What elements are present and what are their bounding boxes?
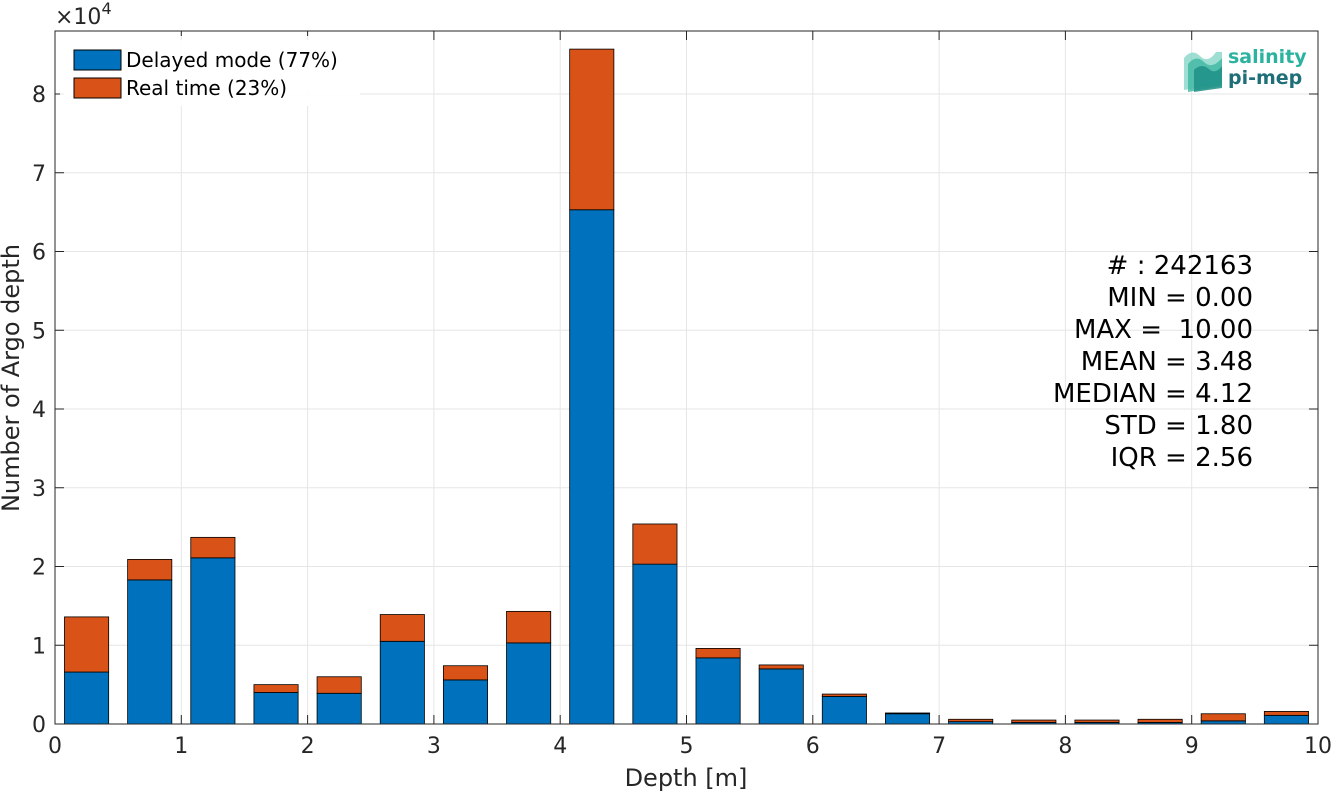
x-tick-label: 7 bbox=[932, 734, 946, 759]
bar-realtime bbox=[442, 665, 488, 681]
bar-delayed bbox=[758, 668, 804, 725]
y-tick-label: 5 bbox=[32, 319, 46, 344]
y-tick-label: 1 bbox=[32, 634, 46, 659]
bar-realtime bbox=[506, 610, 552, 644]
salinity-pimep-logo: salinity pi-mep bbox=[1184, 46, 1307, 92]
y-tick-label: 7 bbox=[32, 162, 46, 187]
bar-delayed bbox=[316, 692, 362, 725]
bar-realtime bbox=[316, 676, 362, 694]
x-axis-label: Depth [m] bbox=[625, 764, 748, 792]
x-tick-label: 5 bbox=[680, 734, 694, 759]
stat-median: MEDIAN = 4.12 bbox=[1053, 379, 1253, 409]
y-axis-label: Number of Argo depth bbox=[0, 244, 25, 512]
legend-label-delayed: Delayed mode (77%) bbox=[126, 48, 338, 72]
bar-delayed bbox=[253, 692, 299, 725]
x-tick-labels: 0 1 2 3 4 5 6 7 8 9 10 bbox=[48, 734, 1332, 759]
x-tick-label: 3 bbox=[427, 734, 441, 759]
bar-delayed bbox=[190, 557, 236, 725]
bar-realtime bbox=[1263, 711, 1309, 716]
x-tick-label: 6 bbox=[806, 734, 820, 759]
stat-max: MAX = 10.00 bbox=[1074, 315, 1253, 345]
stat-mean: MEAN = 3.48 bbox=[1081, 347, 1253, 377]
bar-delayed bbox=[1263, 714, 1309, 725]
bar-realtime bbox=[821, 693, 867, 697]
legend-label-realtime: Real time (23%) bbox=[126, 76, 287, 100]
bar-delayed bbox=[127, 579, 173, 725]
x-tick-label: 0 bbox=[48, 734, 62, 759]
bar-realtime bbox=[1011, 719, 1057, 723]
x-tick-label: 4 bbox=[553, 734, 567, 759]
logo-wave-icon bbox=[1184, 52, 1222, 92]
bar-delayed bbox=[695, 657, 741, 725]
stat-std: STD = 1.80 bbox=[1104, 411, 1253, 441]
y-multiplier: ×104 bbox=[55, 0, 112, 30]
y-tick-label: 3 bbox=[32, 477, 46, 502]
bar-delayed bbox=[632, 563, 678, 725]
bar-realtime bbox=[695, 648, 741, 659]
y-multiplier-base: ×10 bbox=[55, 5, 101, 30]
bar-realtime bbox=[127, 559, 173, 581]
logo-text-salinity: salinity bbox=[1228, 46, 1307, 68]
bar-realtime bbox=[64, 616, 110, 673]
x-tick-label: 9 bbox=[1185, 734, 1199, 759]
x-tick-label: 8 bbox=[1058, 734, 1072, 759]
legend-swatch-realtime bbox=[73, 77, 122, 99]
bar-realtime bbox=[1200, 713, 1246, 722]
bar-delayed bbox=[885, 713, 931, 725]
logo-text-pimep: pi-mep bbox=[1228, 67, 1302, 89]
y-tick-label: 6 bbox=[32, 241, 46, 266]
y-tick-label: 4 bbox=[32, 398, 46, 423]
bar-realtime bbox=[569, 48, 615, 211]
y-tick-labels: 0 1 2 3 4 5 6 7 8 bbox=[32, 83, 46, 738]
stats-annotation: # : 242163 MIN = 0.00 MAX = 10.00 MEAN =… bbox=[1053, 251, 1253, 473]
x-tick-label: 10 bbox=[1304, 734, 1332, 759]
y-tick-label: 0 bbox=[32, 713, 46, 738]
y-tick-label: 8 bbox=[32, 83, 46, 108]
legend-swatch-delayed bbox=[73, 49, 122, 71]
legend: Delayed mode (77%) Real time (23%) bbox=[60, 36, 360, 106]
bar-delayed bbox=[506, 642, 552, 725]
bar-realtime bbox=[1074, 719, 1120, 723]
bar-delayed bbox=[64, 671, 110, 725]
bar-realtime bbox=[632, 523, 678, 565]
stat-count: # : 242163 bbox=[1107, 251, 1253, 281]
stat-iqr: IQR = 2.56 bbox=[1111, 443, 1253, 473]
y-multiplier-exponent: 4 bbox=[101, 0, 111, 18]
bar-realtime bbox=[379, 614, 425, 642]
bar-realtime bbox=[253, 684, 299, 693]
tick-marks bbox=[54, 31, 1319, 725]
bar-delayed bbox=[442, 679, 488, 725]
bar-realtime bbox=[758, 664, 804, 670]
bar-realtime bbox=[190, 536, 236, 559]
bar-delayed bbox=[569, 209, 615, 725]
bar-realtime bbox=[1137, 718, 1183, 723]
x-tick-label: 1 bbox=[174, 734, 188, 759]
bar-realtime bbox=[948, 718, 994, 723]
bar-delayed bbox=[379, 640, 425, 725]
bar-realtime bbox=[885, 712, 931, 715]
bar-delayed bbox=[821, 696, 867, 725]
x-tick-label: 2 bbox=[301, 734, 315, 759]
stat-min: MIN = 0.00 bbox=[1107, 283, 1253, 313]
y-tick-label: 2 bbox=[32, 556, 46, 581]
